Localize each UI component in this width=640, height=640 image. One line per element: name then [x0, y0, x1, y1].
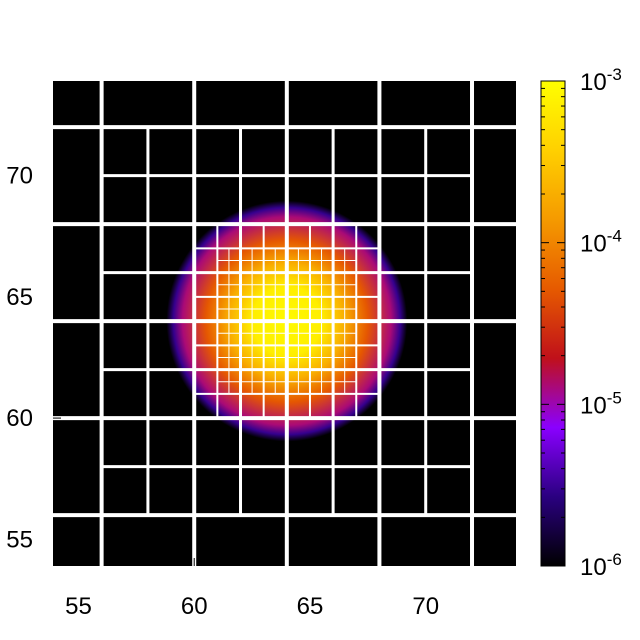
x-tick-label: 55 — [65, 593, 92, 620]
y-tick-label: 65 — [6, 284, 33, 311]
x-axis-ticks: 55 60 65 70 — [65, 558, 439, 620]
colorbar-tick-exponent: -5 — [607, 388, 622, 407]
x-tick-label: 65 — [297, 593, 324, 620]
colorbar-tick-base: 10 — [580, 392, 607, 419]
y-tick-label: 70 — [6, 163, 33, 190]
colorbar-tick-label: 10-4 — [580, 227, 622, 258]
mesh-level-3 — [216, 247, 357, 395]
colorbar-tick-label: 10-3 — [580, 65, 622, 96]
mesh-grid — [53, 81, 516, 566]
y-tick-label: 55 — [6, 526, 33, 553]
colorbar-tick-exponent: -6 — [607, 550, 622, 569]
colorbar-tick-base: 10 — [580, 554, 607, 581]
x-tick-label: 60 — [181, 593, 208, 620]
colorbar-tick-exponent: -4 — [607, 227, 622, 246]
y-tick-label: 60 — [6, 405, 33, 432]
colorbar: 10-610-510-410-3 — [540, 65, 622, 581]
y-axis-ticks: 55 60 65 70 — [6, 163, 61, 553]
colorbar-tick-exponent: -3 — [607, 65, 622, 84]
plot-area — [53, 81, 516, 566]
colorbar-scale — [540, 80, 566, 567]
colorbar-tick-base: 10 — [580, 231, 607, 258]
colorbar-tick-label: 10-6 — [580, 550, 622, 581]
colorbar-tick-base: 10 — [580, 69, 607, 96]
colorbar-tick-label: 10-5 — [580, 388, 622, 419]
x-tick-label: 70 — [412, 593, 439, 620]
